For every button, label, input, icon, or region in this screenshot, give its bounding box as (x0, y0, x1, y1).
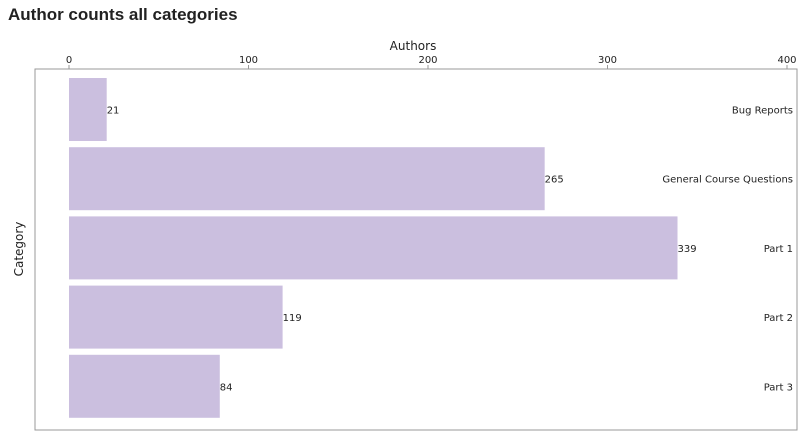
data-label-1: 265 (545, 175, 564, 186)
data-label-2: 339 (678, 244, 697, 255)
category-label-1: General Course Questions (662, 175, 793, 186)
bar-2 (69, 216, 678, 280)
data-labels: 21 265 339 119 84 (107, 106, 697, 394)
y-axis-title: Category (12, 222, 26, 277)
data-label-3: 119 (283, 313, 302, 324)
plot-frame (34, 68, 798, 431)
x-tick-label-200: 200 (418, 55, 437, 66)
x-axis: 0 100 200 300 400 (66, 55, 797, 69)
bar-4 (69, 354, 220, 418)
x-tick-label-300: 300 (598, 55, 617, 66)
data-label-4: 84 (220, 382, 233, 393)
category-label-4: Part 3 (764, 382, 793, 393)
bars (69, 78, 678, 418)
x-tick-label-400: 400 (777, 55, 796, 66)
bar-0 (69, 78, 107, 141)
category-labels: Bug Reports General Course Questions Part … (662, 106, 793, 394)
category-label-0: Bug Reports (732, 106, 793, 117)
x-tick-label-100: 100 (239, 55, 258, 66)
category-label-3: Part 2 (764, 313, 793, 324)
x-tick-label-0: 0 (66, 55, 72, 66)
bar-3 (69, 285, 283, 349)
x-axis-title: Authors (390, 39, 437, 53)
data-label-0: 21 (107, 106, 120, 117)
page-title: Author counts all categories (8, 5, 238, 24)
bar-1 (69, 147, 545, 211)
category-label-2: Part 1 (764, 244, 793, 255)
